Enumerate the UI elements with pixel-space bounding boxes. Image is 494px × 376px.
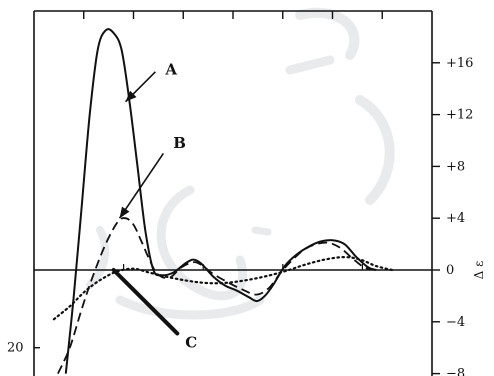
series-c-line [52,255,394,321]
right-tick-label: +8 [446,159,465,174]
annotation-b-arrowhead [119,206,130,219]
annotation-c-label: C [185,334,197,352]
annotation-c-pointer [111,268,180,336]
series-layer [52,28,394,374]
annotation-a-label: A [164,60,177,78]
series-a-line [64,28,377,374]
annotation-b-label: B [173,134,186,152]
right-tick-label: 0 [446,263,454,278]
right-tick-label: +4 [446,211,465,226]
annotation-layer: A B C [111,60,197,352]
right-tick-label: +16 [446,56,473,71]
left-ticks: 20 [7,341,40,356]
series-b-line [57,217,377,374]
top-ticks [83,11,383,270]
annotation-b-arrow [118,153,165,219]
left-tick-label: 20 [7,341,24,356]
right-tick-label: −8 [446,367,465,376]
plot-frame [33,10,433,376]
y-axis-title: Δ ε [472,261,486,280]
watermark [86,7,395,320]
right-tick-label: −4 [446,315,465,330]
annotation-a-arrowhead [125,90,137,102]
right-ticks: +16 +12 +8 +4 0 −4 −8 [432,56,473,376]
right-tick-label: +12 [446,108,473,123]
